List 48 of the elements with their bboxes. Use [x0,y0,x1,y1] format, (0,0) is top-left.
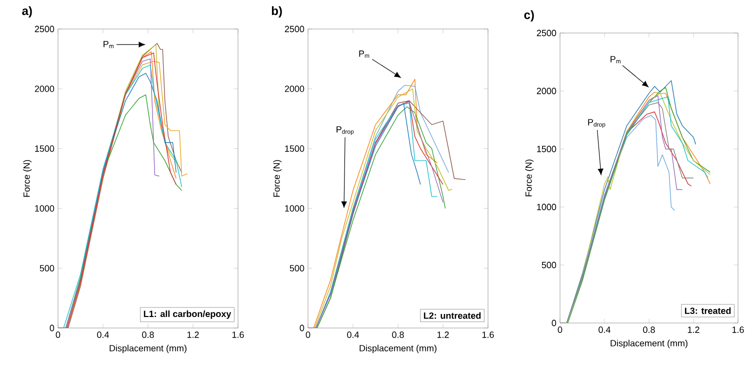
y-tick-label: 1000 [537,204,556,210]
x-tick-label: 1.2 [688,326,700,333]
x-tick-label: 0 [56,332,60,338]
annotation: L3: treated [684,307,731,314]
x-tick-label: 0.8 [643,326,655,333]
y-axis-title: Force (N) [525,160,534,196]
chart-title: a) [22,6,32,18]
annotation: P$_{m}$ [610,56,620,64]
x-axis-title: Displacement (mm) [110,344,186,354]
y-tick-label: 2500 [34,26,54,32]
y-axis-title: Force (N) [273,160,282,197]
y-axis-title: Force (N) [23,160,32,197]
y-tick-label: 2000 [536,88,556,94]
y-tick-label: 1500 [285,145,304,152]
y-tick-label: 2500 [284,26,304,32]
x-tick-label: 1.6 [732,326,744,333]
x-tick-label: 1.6 [482,332,494,338]
annotation: L2: untreated [424,312,481,319]
y-tick-label: 1500 [537,146,556,152]
x-tick-label: 0 [558,326,562,333]
y-tick-label: 2500 [536,30,556,36]
annotation: L1: all carbon/epoxy [144,310,232,319]
annotation: P$_{m}$ [359,50,370,58]
chart-title: b) [272,6,282,18]
y-tick-label: 500 [40,265,54,272]
x-tick-label: 0.8 [142,332,154,338]
annotation: P$_{drop}$ [588,119,606,128]
y-tick-label: 500 [542,262,556,268]
y-tick-label: 2000 [34,86,54,92]
y-tick-label: 0 [552,320,556,326]
x-tick-label: 1.2 [437,332,449,338]
y-tick-label: 1000 [35,205,54,212]
x-tick-label: 0.4 [598,326,610,333]
chart-title: c) [524,10,534,22]
x-tick-label: 0.8 [392,332,404,338]
x-tick-label: 1.2 [187,332,199,338]
annotation: P$_{drop}$ [336,126,354,135]
y-tick-label: 500 [290,265,304,272]
y-tick-label: 1000 [285,205,304,212]
x-tick-label: 1.6 [232,332,244,338]
annotation: P$_{m}$ [104,40,114,48]
x-axis-title: Displacement (mm) [610,340,688,348]
y-tick-label: 2000 [284,86,304,92]
x-tick-label: 0.4 [347,332,359,338]
x-tick-label: 0.4 [97,332,109,338]
x-axis-title: Displacement (mm) [360,344,436,354]
x-tick-label: 0 [306,332,310,338]
y-tick-label: 1500 [35,145,54,152]
